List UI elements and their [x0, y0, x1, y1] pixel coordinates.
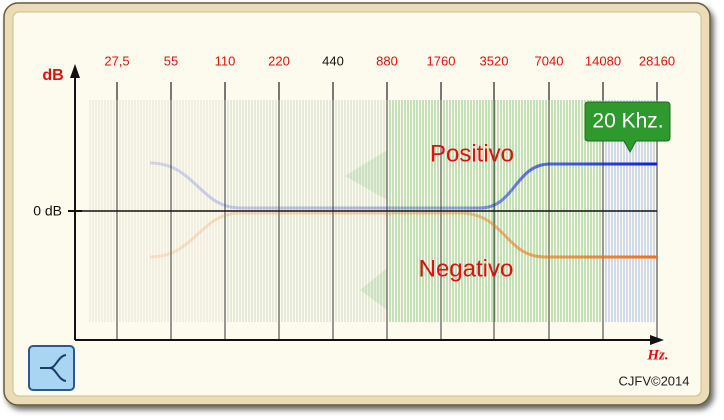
x-arrow	[650, 335, 664, 345]
frequency-label: 28160	[639, 53, 675, 68]
frequency-label: 220	[268, 53, 290, 68]
y-axis-label: dB	[42, 67, 63, 84]
frequency-label: 3520	[480, 53, 509, 68]
shade	[360, 268, 387, 310]
callout-label: 20 Khz.	[592, 110, 663, 133]
negative-label: Negativo	[419, 255, 514, 282]
positive-curve	[149, 161, 657, 210]
zero-label: 0 dB	[33, 203, 62, 219]
credit: CJFV©2014	[619, 373, 690, 388]
panel	[12, 11, 702, 397]
x-axis-label: Hz.	[646, 347, 668, 363]
positive-label: Positivo	[430, 140, 514, 167]
frequency-ticks	[116, 82, 658, 340]
shade	[345, 150, 387, 200]
frequency-label: 110	[215, 53, 236, 68]
callout	[584, 101, 671, 154]
frequency-label: 880	[376, 53, 398, 68]
negative-curve	[149, 211, 657, 259]
frequency-label: 7040	[535, 53, 564, 68]
y-arrow	[70, 64, 80, 78]
frequency-label: 1760	[427, 53, 456, 68]
icon-glyph	[40, 354, 67, 382]
frequency-label: 27,5	[104, 53, 129, 68]
frequency-label: 55	[164, 53, 178, 68]
frequency-label: 440	[322, 53, 344, 68]
frequency-label: 14080	[585, 53, 621, 68]
